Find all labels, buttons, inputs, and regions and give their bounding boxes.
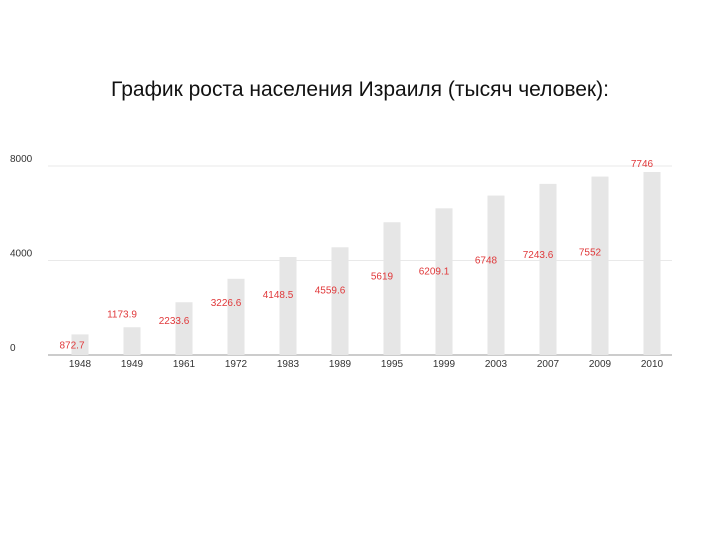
data-label: 7746 [631,159,654,170]
data-label: 5619 [371,271,394,282]
x-tick-label: 2009 [589,359,612,370]
data-label: 7552 [579,248,602,259]
data-label: 3226.6 [211,298,242,309]
bar [383,222,401,355]
data-label: 4559.6 [315,285,346,296]
bar [539,183,557,355]
gridlines [48,165,672,356]
y-tick-label: 4000 [10,249,33,260]
data-label: 6748 [475,256,498,267]
x-tick-label: 1983 [277,359,300,370]
data-label: 4148.5 [263,290,294,301]
bar [435,208,453,355]
bar [123,327,141,355]
y-tick-label: 0 [10,343,16,354]
bars [71,172,661,355]
y-axis-ticks: 0 4000 8000 [10,154,33,354]
bar [227,278,245,355]
x-tick-label: 2003 [485,359,508,370]
data-label: 2233.6 [159,316,190,327]
bar [487,195,505,355]
x-tick-label: 1949 [121,359,144,370]
x-tick-label: 1961 [173,359,196,370]
bar [331,247,349,355]
population-bar-chart: 0 4000 8000 872.7 1173.9 2233.6 3226.6 4148.5 4… [10,154,672,370]
slide-title: График роста населения Израиля (тысяч че… [111,78,609,101]
data-label: 6209.1 [419,266,450,277]
x-tick-label: 2010 [641,359,664,370]
data-labels: 872.7 1173.9 2233.6 3226.6 4148.5 4559.6 5619 6… [59,159,653,351]
y-tick-label: 8000 [10,154,33,165]
data-label: 1173.9 [107,309,137,320]
bar [643,172,661,355]
bar [71,334,89,355]
data-label: 7243.6 [523,250,554,261]
x-tick-label: 2007 [537,359,560,370]
x-tick-label: 1948 [69,359,92,370]
bar [279,256,297,355]
bar [175,302,193,355]
bar [591,176,609,355]
x-axis-ticks: 1948 1949 1961 1972 1983 1989 1995 1999 2003 2007… [69,359,664,370]
data-label: 872.7 [59,340,84,351]
x-tick-label: 1972 [225,359,248,370]
x-tick-label: 1995 [381,359,404,370]
x-tick-label: 1999 [433,359,456,370]
x-tick-label: 1989 [329,359,352,370]
